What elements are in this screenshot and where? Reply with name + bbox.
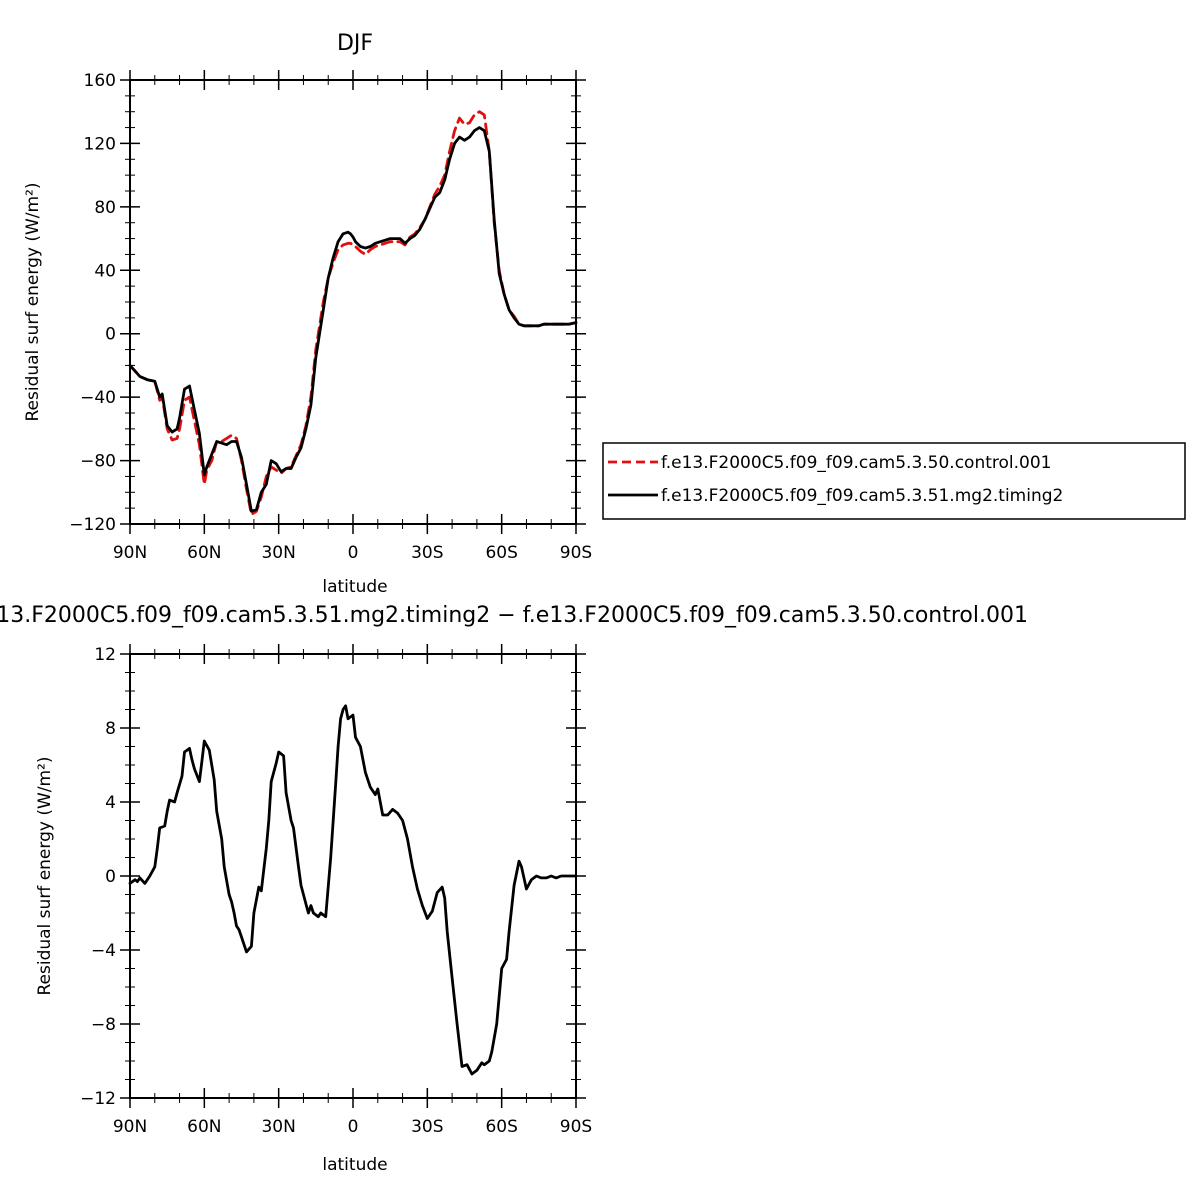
bottom-x-tick-label: 60N (187, 1117, 221, 1137)
top-panel: DJF −120 −80 −40 0 40 80 120 160 90N 60N 30N 0 30S 60… (23, 31, 592, 597)
top-x-tick-label: 90S (560, 543, 592, 563)
top-y-tick-label: 120 (84, 134, 116, 154)
top-x-tick-label: 0 (348, 543, 359, 563)
top-x-tick-label: 90N (113, 543, 147, 563)
top-x-tick-label: 30S (411, 543, 443, 563)
top-y-tick-label: 0 (105, 325, 116, 345)
legend: f.e13.F2000C5.f09_f09.cam5.3.50.control.… (602, 442, 1186, 520)
top-y-tick-label: −80 (80, 452, 116, 472)
bottom-y-axis-label: Residual surf energy (W/m²) (35, 756, 55, 995)
top-plot-frame (129, 79, 577, 525)
top-series-line-1 (128, 126, 578, 513)
bottom-x-axis-label: latitude (322, 1155, 387, 1175)
top-y-axis-label-text: Residual surf energy (23, 247, 43, 421)
top-x-tick-label: 60S (485, 543, 517, 563)
bottom-y-tick-label: 4 (105, 793, 116, 813)
top-y-tick-label: 40 (94, 261, 116, 281)
bottom-y-tick-label: 0 (105, 867, 116, 887)
bottom-plot-frame (129, 653, 577, 1099)
top-series-line-0 (128, 110, 578, 516)
top-series (128, 110, 578, 516)
top-y-axis-label-unit: (W/m²) (23, 182, 43, 241)
bottom-y-axis-label-text: Residual surf energy (35, 821, 55, 995)
legend-label-timing2: f.e13.F2000C5.f09_f09.cam5.3.51.mg2.timi… (661, 486, 1063, 506)
bottom-x-tick-label: 60S (485, 1117, 517, 1137)
bottom-y-axis-label-unit: (W/m²) (35, 756, 55, 815)
bottom-y-tick-label: −8 (91, 1015, 116, 1035)
bottom-y-tick-label: −4 (91, 941, 116, 961)
bottom-chart-title: f.e13.F2000C5.f09_f09.cam5.3.51.mg2.timi… (0, 603, 1028, 628)
bottom-y-tick-label: 12 (94, 645, 116, 665)
top-y-axis-label: Residual surf energy (W/m²) (23, 182, 43, 421)
bottom-panel: f.e13.F2000C5.f09_f09.cam5.3.51.mg2.timi… (0, 603, 1028, 1175)
top-x-axis-label: latitude (322, 577, 387, 597)
bottom-series-line-0 (128, 704, 578, 1076)
bottom-y-tick-label: 8 (105, 719, 116, 739)
top-y-tick-label: −120 (69, 515, 116, 535)
top-y-tick-label: −40 (80, 388, 116, 408)
legend-box (602, 442, 1186, 520)
top-x-tick-label: 60N (187, 543, 221, 563)
bottom-x-tick-label: 30N (261, 1117, 295, 1137)
legend-label-control: f.e13.F2000C5.f09_f09.cam5.3.50.control.… (661, 453, 1052, 473)
top-y-tick-label: 80 (94, 198, 116, 218)
bottom-x-tick-label: 90N (113, 1117, 147, 1137)
bottom-x-tick-label: 90S (560, 1117, 592, 1137)
bottom-x-tick-label: 0 (348, 1117, 359, 1137)
bottom-series (128, 704, 578, 1076)
bottom-y-tick-label: −12 (80, 1089, 116, 1109)
bottom-x-tick-label: 30S (411, 1117, 443, 1137)
bottom-axes: −12 −8 −4 0 4 8 12 90N 60N 30N 0 30S 60S 90S (80, 644, 592, 1137)
top-chart-title: DJF (337, 31, 373, 56)
top-x-tick-label: 30N (261, 543, 295, 563)
top-y-tick-label: 160 (84, 71, 116, 91)
